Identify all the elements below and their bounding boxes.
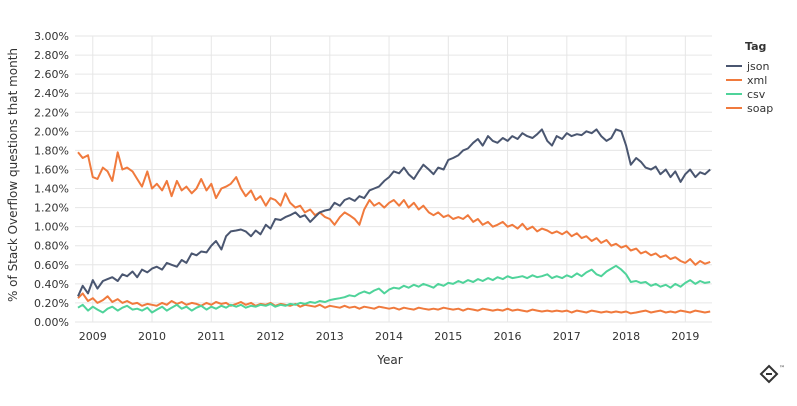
y-tick-label: 3.00%	[34, 30, 69, 43]
y-tick-label: 2.20%	[34, 106, 69, 119]
grid-lines	[75, 35, 712, 323]
x-tick-label: 2012	[257, 330, 285, 343]
toptal-logo-icon: ™	[759, 364, 785, 384]
series-line-csv	[77, 264, 711, 314]
y-tick-label: 1.00%	[34, 221, 69, 234]
y-tick-label: 0.20%	[34, 297, 69, 310]
y-tick-label: 1.40%	[34, 183, 69, 196]
series-line-soap	[77, 292, 711, 315]
legend-label-csv: csv	[747, 88, 766, 101]
y-axis-title: % of Stack Overflow questions that month	[6, 48, 20, 302]
x-tick-label: 2009	[79, 330, 107, 343]
x-tick-label: 2019	[671, 330, 699, 343]
series-lines	[77, 128, 711, 315]
y-tick-label: 2.80%	[34, 49, 69, 62]
legend-label-xml: xml	[747, 74, 767, 87]
legend-title: Tag	[745, 40, 766, 53]
x-tick-label: 2017	[553, 330, 581, 343]
y-tick-label: 1.20%	[34, 202, 69, 215]
series-line-json	[77, 128, 711, 297]
y-tick-label: 0.80%	[34, 240, 69, 253]
x-tick-label: 2018	[612, 330, 640, 343]
x-tick-label: 2010	[138, 330, 166, 343]
x-tick-label: 2013	[316, 330, 344, 343]
y-tick-label: 1.80%	[34, 144, 69, 157]
y-axis-ticks: 0.00% 0.20% 0.40% 0.60% 0.80% 1.00% 1.20% 1.40%…	[34, 30, 69, 329]
x-axis-ticks: 2009 2010 2011 2012 2013 2014 2015 2016 2017 2018…	[79, 330, 700, 343]
x-tick-label: 2015	[434, 330, 462, 343]
y-tick-label: 2.60%	[34, 68, 69, 81]
trademark-mark: ™	[779, 365, 785, 372]
y-tick-label: 0.40%	[34, 278, 69, 291]
legend-label-soap: soap	[747, 102, 773, 115]
y-tick-label: 0.00%	[34, 316, 69, 329]
y-tick-label: 0.60%	[34, 259, 69, 272]
x-tick-label: 2011	[197, 330, 225, 343]
y-tick-label: 2.40%	[34, 87, 69, 100]
x-axis-title: Year	[376, 353, 402, 367]
series-line-xml	[77, 151, 711, 266]
x-tick-label: 2014	[375, 330, 403, 343]
y-tick-label: 1.60%	[34, 163, 69, 176]
legend-label-json: json	[746, 60, 770, 73]
x-tick-label: 2016	[494, 330, 522, 343]
y-tick-label: 2.00%	[34, 125, 69, 138]
